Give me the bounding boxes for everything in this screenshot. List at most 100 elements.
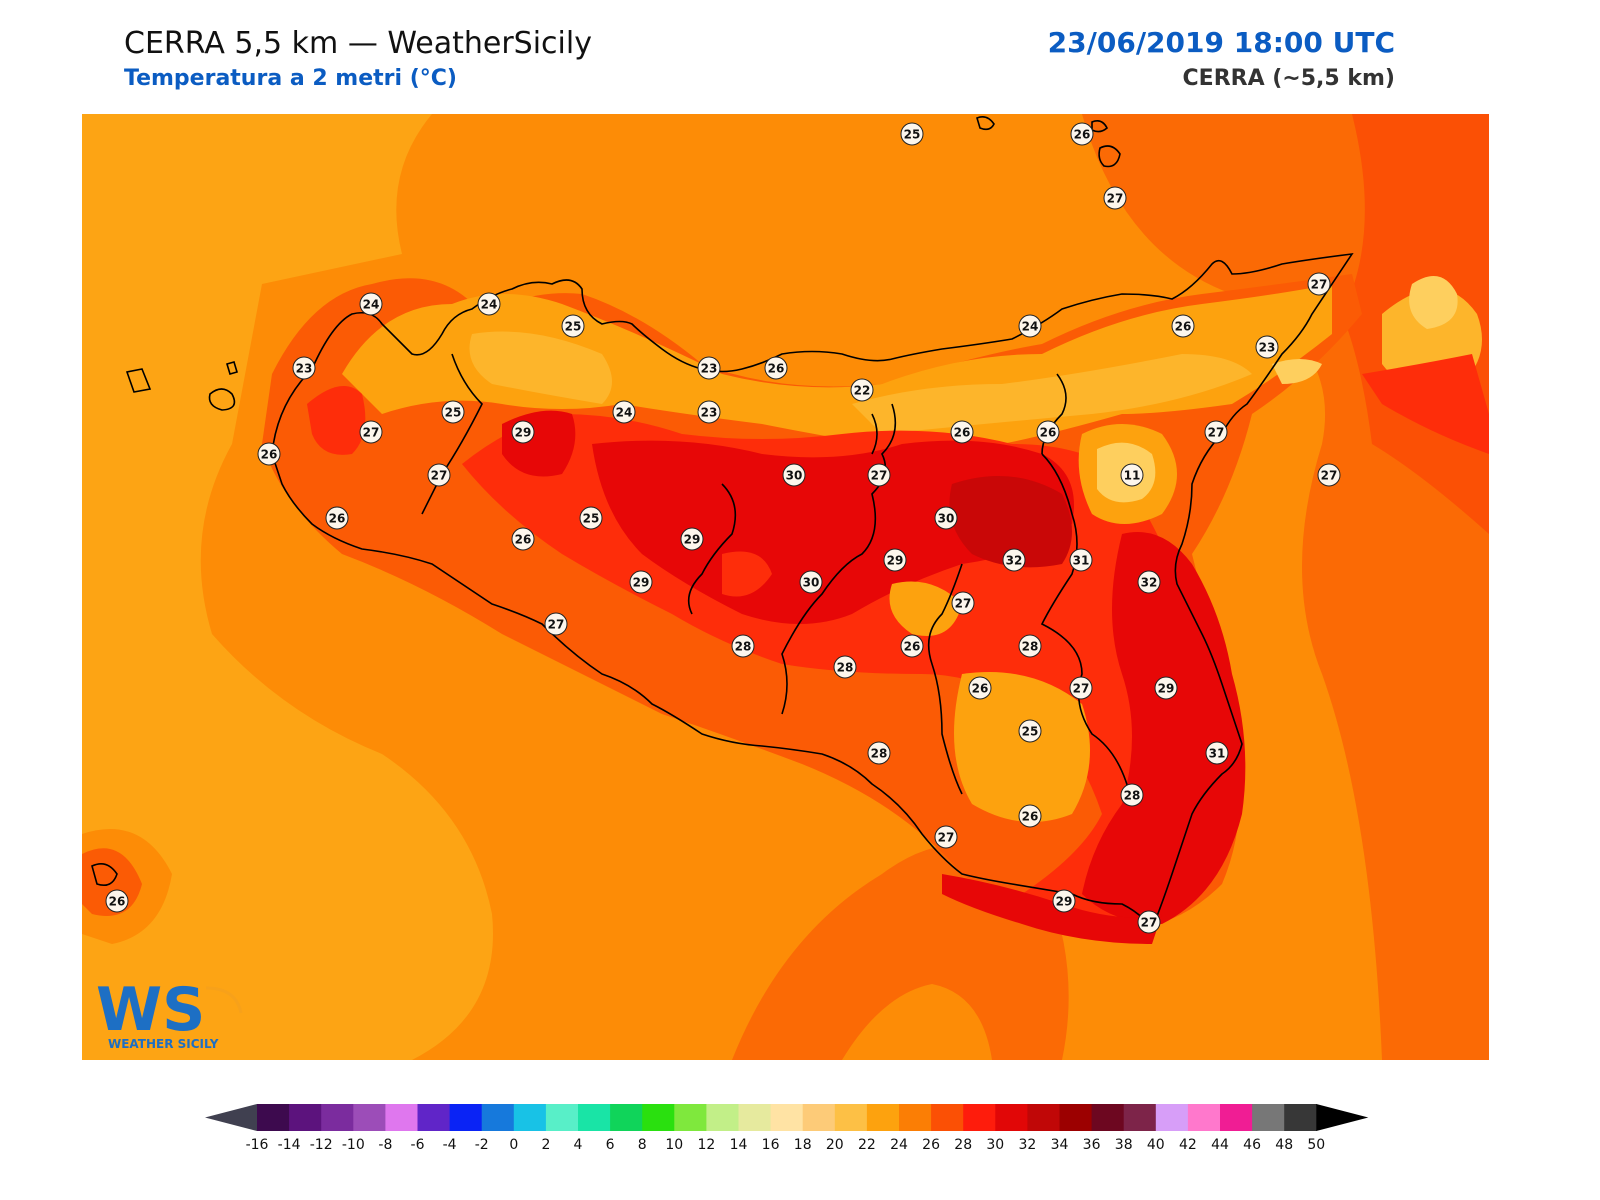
station-markers: 25 26 27 27 24 24 25 26 23 23 24 26 23 24 22 25 23 27 29 26… xyxy=(105,122,1341,934)
station-marker: 24 xyxy=(612,400,636,424)
south-coast-hot xyxy=(942,874,1162,944)
iblei-cool xyxy=(954,672,1090,822)
colorbar-swatch xyxy=(610,1104,643,1131)
colorbar-swatch xyxy=(834,1104,868,1131)
station-marker: 27 xyxy=(1103,186,1127,210)
colorbar-swatch xyxy=(257,1104,290,1131)
station-circle xyxy=(731,634,755,658)
station-circle xyxy=(1307,272,1331,296)
station-circle xyxy=(951,591,975,615)
colorbar-swatch xyxy=(578,1104,611,1131)
station-value: 23 xyxy=(701,406,718,420)
colorbar-tick-label: 14 xyxy=(730,1137,748,1153)
colorbar-tick-label: 44 xyxy=(1211,1137,1229,1153)
station-marker: 27 xyxy=(359,420,383,444)
station-circle xyxy=(1137,910,1161,934)
station-value: 24 xyxy=(363,298,380,312)
station-circle xyxy=(325,506,349,530)
station-circle xyxy=(257,442,281,466)
station-value: 23 xyxy=(296,362,313,376)
station-circle xyxy=(1018,634,1042,658)
station-value: 25 xyxy=(904,128,921,142)
colorbar-swatch xyxy=(481,1104,515,1131)
colorbar-swatch xyxy=(931,1104,964,1131)
station-circle xyxy=(867,463,891,487)
station-circle xyxy=(511,527,535,551)
calabria-hot xyxy=(1362,354,1489,454)
station-value: 27 xyxy=(1141,916,1158,930)
station-marker: 25 xyxy=(579,506,603,530)
coastline xyxy=(271,252,1354,931)
station-value: 31 xyxy=(1209,747,1226,761)
station-value: 26 xyxy=(515,533,532,547)
colorbar-tick-label: 26 xyxy=(922,1137,940,1153)
station-value: 30 xyxy=(786,469,803,483)
station-value: 26 xyxy=(1175,320,1192,334)
station-value: 27 xyxy=(1311,278,1328,292)
station-value: 30 xyxy=(938,512,955,526)
station-value: 29 xyxy=(887,554,904,568)
station-circle xyxy=(1018,719,1042,743)
colorbar-tick-label: 4 xyxy=(574,1137,583,1153)
colorbar-swatches xyxy=(205,1104,1369,1131)
station-marker: 27 xyxy=(867,463,891,487)
station-marker: 29 xyxy=(511,420,535,444)
colorbar-swatch xyxy=(353,1104,386,1131)
colorbar-swatch xyxy=(738,1104,772,1131)
station-circle xyxy=(764,356,788,380)
station-value: 27 xyxy=(1107,192,1124,206)
caltanissetta-cool xyxy=(889,581,962,636)
station-marker: 27 xyxy=(934,825,958,849)
colorbar-swatch xyxy=(1284,1104,1317,1131)
colorbar-tick-label: 0 xyxy=(509,1137,518,1153)
station-circle xyxy=(1317,463,1341,487)
colorbar-swatch xyxy=(802,1104,836,1131)
colorbar-tick-label: 48 xyxy=(1275,1137,1293,1153)
station-circle xyxy=(441,400,465,424)
pantelleria xyxy=(91,863,118,887)
colorbar-tick-label: 18 xyxy=(794,1137,812,1153)
colorbar-swatch xyxy=(321,1104,354,1131)
colorbar-min-arrow xyxy=(205,1104,257,1131)
station-circle xyxy=(1070,122,1094,146)
station-marker: 29 xyxy=(883,548,907,572)
station-marker: 24 xyxy=(477,292,501,316)
station-marker: 26 xyxy=(1070,122,1094,146)
station-marker: 27 xyxy=(1069,676,1093,700)
station-circle xyxy=(1069,548,1093,572)
station-value: 24 xyxy=(1022,320,1039,334)
station-marker: 25 xyxy=(1018,719,1042,743)
station-value: 25 xyxy=(445,406,462,420)
station-marker: 30 xyxy=(799,570,823,594)
station-marker: 27 xyxy=(544,612,568,636)
map-subtitle: Temperatura a 2 metri (°C) xyxy=(124,66,457,91)
station-value: 26 xyxy=(972,682,989,696)
station-circle xyxy=(1036,420,1060,444)
colorbar-swatch xyxy=(995,1104,1028,1131)
station-circle xyxy=(782,463,806,487)
colorbar-swatch xyxy=(449,1104,483,1131)
station-value: 29 xyxy=(633,576,650,590)
colorbar-swatch xyxy=(289,1104,322,1131)
station-value: 22 xyxy=(854,384,871,398)
colorbar-tick-label: -16 xyxy=(246,1137,269,1153)
station-value: 28 xyxy=(1022,640,1039,654)
station-circle xyxy=(427,463,451,487)
station-circle xyxy=(561,314,585,338)
station-marker: 29 xyxy=(680,527,704,551)
weathersicily-logo: WS WEATHER SICILY xyxy=(96,978,243,1050)
station-marker: 27 xyxy=(951,591,975,615)
station-circle xyxy=(612,400,636,424)
station-marker: 24 xyxy=(1018,314,1042,338)
station-circle xyxy=(950,420,974,444)
station-value: 26 xyxy=(768,362,785,376)
station-circle xyxy=(511,420,535,444)
station-value: 26 xyxy=(954,426,971,440)
station-value: 26 xyxy=(261,448,278,462)
station-circle xyxy=(934,825,958,849)
colorbar-swatch xyxy=(1123,1104,1157,1131)
colorbar-max-arrow xyxy=(1316,1104,1369,1131)
station-marker: 26 xyxy=(257,442,281,466)
colorbar-swatch xyxy=(866,1104,900,1131)
station-circle xyxy=(799,570,823,594)
